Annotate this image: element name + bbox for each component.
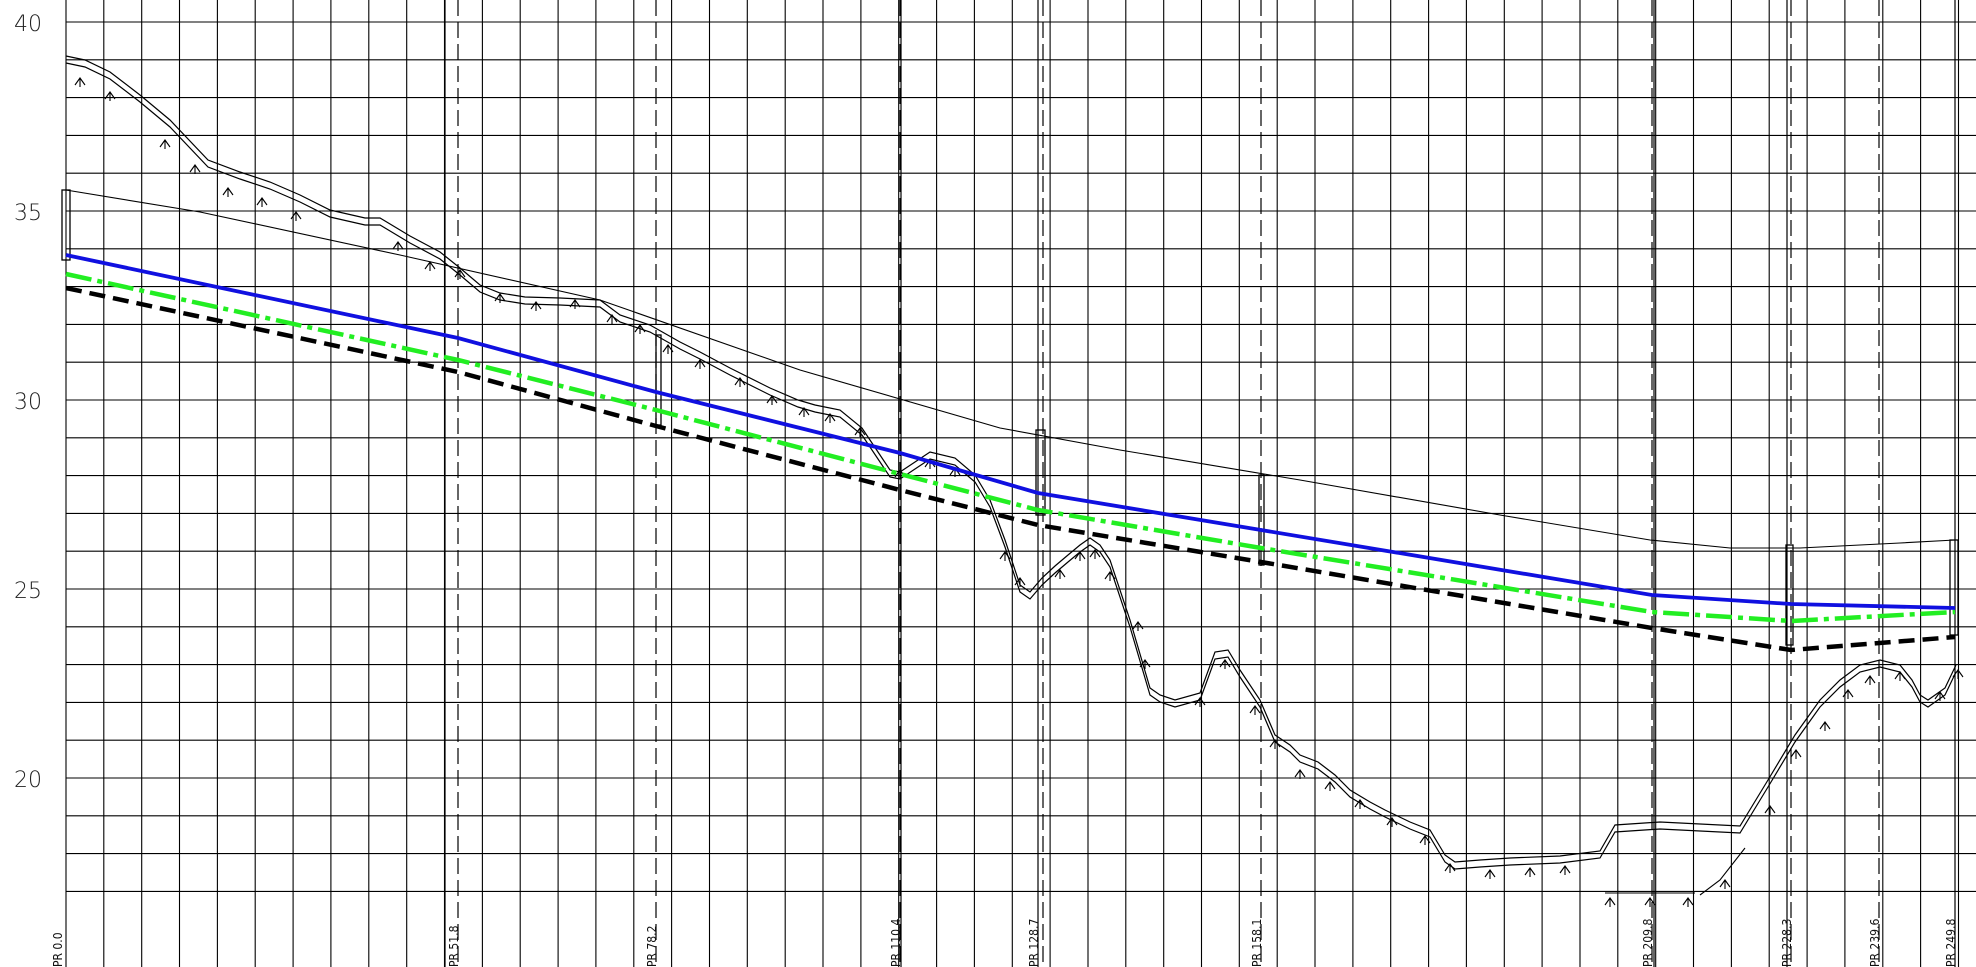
chainage-labels: PR 0.0 PR 51.8 PR 78.2 PR 110.4 PR 128.7… bbox=[51, 919, 1958, 967]
terrain-line-upper bbox=[65, 55, 1957, 863]
chainage-label-5: PR 158.1 bbox=[1250, 919, 1264, 967]
terrain-profile bbox=[65, 55, 1964, 907]
elevation-axis-labels: 40 35 30 25 20 bbox=[14, 12, 42, 793]
elevation-label-35: 35 bbox=[14, 201, 42, 226]
chainage-markers bbox=[61, 0, 1959, 967]
vegetation-mark bbox=[694, 359, 706, 369]
vegetation-mark bbox=[1219, 659, 1231, 669]
vegetation-mark bbox=[734, 377, 746, 387]
vegetation-mark bbox=[1444, 863, 1456, 873]
vegetation-mark bbox=[854, 427, 866, 437]
vegetation-mark bbox=[1682, 897, 1694, 907]
vegetation-mark bbox=[1790, 749, 1802, 759]
vegetation-mark bbox=[1354, 799, 1366, 809]
vegetation-mark bbox=[569, 299, 581, 309]
vegetation-mark bbox=[74, 77, 86, 87]
vegetation-mark bbox=[424, 261, 436, 271]
manhole-box bbox=[1785, 544, 1794, 646]
vegetation-mark bbox=[189, 164, 201, 174]
vegetation-mark bbox=[606, 314, 618, 324]
vegetation-mark bbox=[662, 344, 674, 354]
vegetation-mark bbox=[1194, 697, 1206, 707]
vegetation-mark bbox=[1324, 781, 1336, 791]
elevation-label-40: 40 bbox=[14, 12, 42, 37]
chainage-label-2: PR 78.2 bbox=[645, 926, 659, 967]
vegetation-mark bbox=[1819, 721, 1831, 731]
vegetation-mark bbox=[1934, 691, 1946, 701]
vegetation-mark bbox=[798, 407, 810, 417]
vegetation-mark bbox=[1132, 621, 1144, 631]
vegetation-mark bbox=[634, 324, 646, 334]
vegetation-mark bbox=[1842, 689, 1854, 699]
elevation-label-25: 25 bbox=[14, 579, 42, 604]
vegetation-mark bbox=[1484, 869, 1496, 879]
vegetation-mark bbox=[222, 187, 234, 197]
vegetation-mark bbox=[1559, 865, 1571, 875]
vegetation-mark bbox=[1419, 835, 1431, 845]
vegetation-mark bbox=[256, 197, 268, 207]
ground-reference-line bbox=[65, 189, 1956, 549]
vegetation-mark bbox=[1719, 879, 1731, 889]
chainage-label-1: PR 51.8 bbox=[447, 925, 461, 967]
chainage-label-3: PR 110.4 bbox=[889, 919, 903, 967]
design-grade-line bbox=[65, 253, 1956, 610]
invert-dashed-line bbox=[65, 285, 1956, 653]
vegetation-mark bbox=[104, 91, 116, 101]
terrain-line-lower bbox=[65, 62, 1957, 870]
vegetation-mark bbox=[1952, 669, 1964, 679]
vegetation-mark bbox=[530, 301, 542, 311]
chainage-label-0: PR 0.0 bbox=[51, 932, 65, 967]
vegetation-mark bbox=[1014, 577, 1026, 587]
vegetation-mark bbox=[1104, 571, 1116, 581]
vegetation-mark bbox=[1864, 675, 1876, 685]
manhole-box bbox=[1035, 429, 1046, 516]
vegetation-mark bbox=[1644, 897, 1656, 907]
elevation-label-20: 20 bbox=[14, 768, 42, 793]
vegetation-mark bbox=[1294, 769, 1306, 779]
chainage-label-8: PR 239.6 bbox=[1868, 919, 1882, 967]
vegetation-mark bbox=[159, 139, 171, 149]
chainage-label-9: PR 249.8 bbox=[1944, 919, 1958, 967]
chainage-label-6: PR 209.8 bbox=[1641, 919, 1655, 967]
vegetation-mark bbox=[1894, 671, 1906, 681]
vegetation-mark bbox=[494, 293, 506, 303]
vegetation-mark bbox=[290, 211, 302, 221]
vegetation-mark bbox=[1604, 897, 1616, 907]
design-lines bbox=[65, 253, 1956, 653]
grid bbox=[65, 0, 1976, 967]
vegetation-mark bbox=[999, 551, 1011, 561]
vegetation-mark bbox=[454, 269, 466, 279]
water-level-dashdot-line bbox=[65, 271, 1956, 624]
elevation-label-30: 30 bbox=[14, 390, 42, 415]
vegetation-mark bbox=[1524, 867, 1536, 877]
vegetation-mark bbox=[824, 413, 836, 423]
vegetation-mark bbox=[1074, 551, 1086, 561]
vegetation-mark bbox=[1386, 817, 1398, 827]
manhole-box bbox=[1949, 539, 1959, 636]
vegetation-mark bbox=[766, 395, 778, 405]
embankment-line bbox=[1699, 847, 1746, 896]
vegetation-mark bbox=[1764, 805, 1776, 815]
chainage-label-7: PR 228.3 bbox=[1780, 919, 1794, 967]
vegetation-mark bbox=[392, 241, 404, 251]
vegetation-mark bbox=[1139, 659, 1151, 669]
vegetation-mark bbox=[1089, 549, 1101, 559]
vegetation-mark bbox=[1249, 705, 1261, 715]
chainage-label-4: PR 128.7 bbox=[1027, 919, 1041, 967]
vegetation-mark bbox=[1269, 739, 1281, 749]
manhole-box bbox=[1258, 474, 1265, 566]
vegetation-mark bbox=[1054, 569, 1066, 579]
